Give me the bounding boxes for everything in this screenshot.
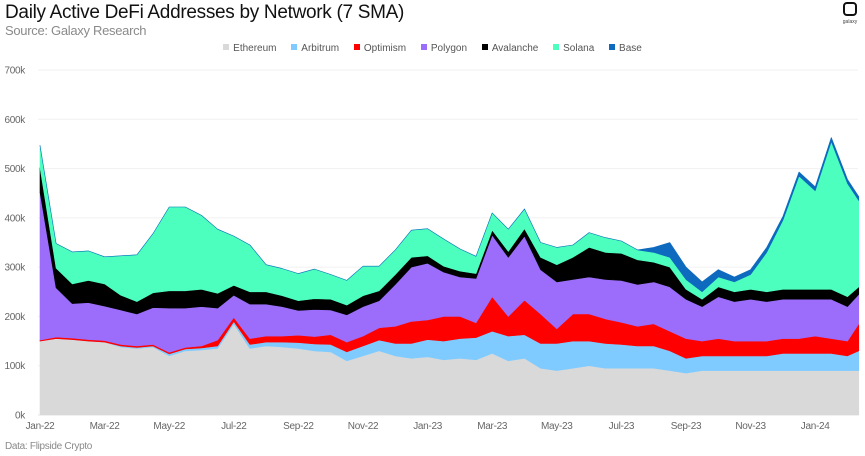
x-tick-label: Jan-23	[413, 421, 443, 432]
x-axis: Jan-22 Mar-22 May-22 Jul-22 Sep-22 Nov-22 Jan-…	[26, 421, 831, 432]
y-tick-label: 700k	[5, 66, 27, 77]
legend-swatch	[481, 44, 488, 51]
x-tick-label: Nov-23	[735, 421, 766, 432]
x-tick-label: Jul-23	[609, 421, 635, 432]
legend-label: Base	[619, 43, 642, 54]
x-tick-label: Jan-24	[801, 421, 831, 432]
x-tick-label: Sep-22	[283, 421, 314, 432]
legend-label: Polygon	[430, 43, 468, 54]
legend-swatch	[553, 44, 560, 51]
x-tick-label: Mar-23	[477, 421, 508, 432]
x-tick-label: Sep-23	[671, 421, 702, 432]
legend-label: Arbitrum	[301, 43, 340, 54]
legend-label: Solana	[563, 43, 595, 54]
x-tick-label: May-22	[153, 421, 185, 432]
y-tick-label: 500k	[5, 164, 27, 175]
legend-item-base[interactable]: Base	[609, 43, 642, 54]
legend-item-arbitrum[interactable]: Arbitrum	[291, 43, 339, 54]
data-source-note: Data: Flipside Crypto	[5, 441, 93, 452]
galaxy-logo-text: galaxy	[842, 19, 858, 25]
area-base	[39, 137, 860, 293]
x-tick-label: Jan-22	[26, 421, 56, 432]
legend-swatch	[420, 44, 427, 51]
legend-label: Ethereum	[233, 43, 277, 54]
x-tick-label: May-23	[541, 421, 573, 432]
legend-label: Avalanche	[491, 43, 539, 54]
legend: Ethereum Arbitrum Optimism Polygon Avala…	[0, 43, 865, 54]
legend-swatch	[223, 44, 230, 51]
y-tick-label: 200k	[5, 312, 27, 323]
x-tick-label: Jul-22	[221, 421, 247, 432]
y-tick-label: 300k	[5, 263, 27, 274]
legend-item-polygon[interactable]: Polygon	[420, 43, 468, 54]
chart-subtitle: Source: Galaxy Research	[5, 23, 147, 38]
series-areas	[39, 137, 860, 416]
legend-item-optimism[interactable]: Optimism	[353, 43, 407, 54]
y-axis: 0k 100k 200k 300k 400k 500k 600k 700k	[5, 66, 27, 422]
legend-swatch	[609, 44, 616, 51]
galaxy-logo-icon	[843, 2, 857, 16]
y-tick-label: 0k	[15, 411, 26, 422]
chart-title: Daily Active DeFi Addresses by Network (…	[5, 2, 405, 23]
legend-item-ethereum[interactable]: Ethereum	[223, 43, 277, 54]
y-tick-label: 600k	[5, 115, 27, 126]
legend-swatch	[291, 44, 298, 51]
galaxy-logo: galaxy	[839, 2, 861, 32]
y-tick-label: 100k	[5, 361, 27, 372]
x-tick-label: Nov-22	[348, 421, 379, 432]
legend-item-solana[interactable]: Solana	[553, 43, 594, 54]
legend-item-avalanche[interactable]: Avalanche	[481, 43, 539, 54]
legend-label: Optimism	[363, 43, 407, 54]
legend-swatch	[353, 44, 360, 51]
x-tick-label: Mar-22	[90, 421, 121, 432]
y-tick-label: 400k	[5, 213, 27, 224]
